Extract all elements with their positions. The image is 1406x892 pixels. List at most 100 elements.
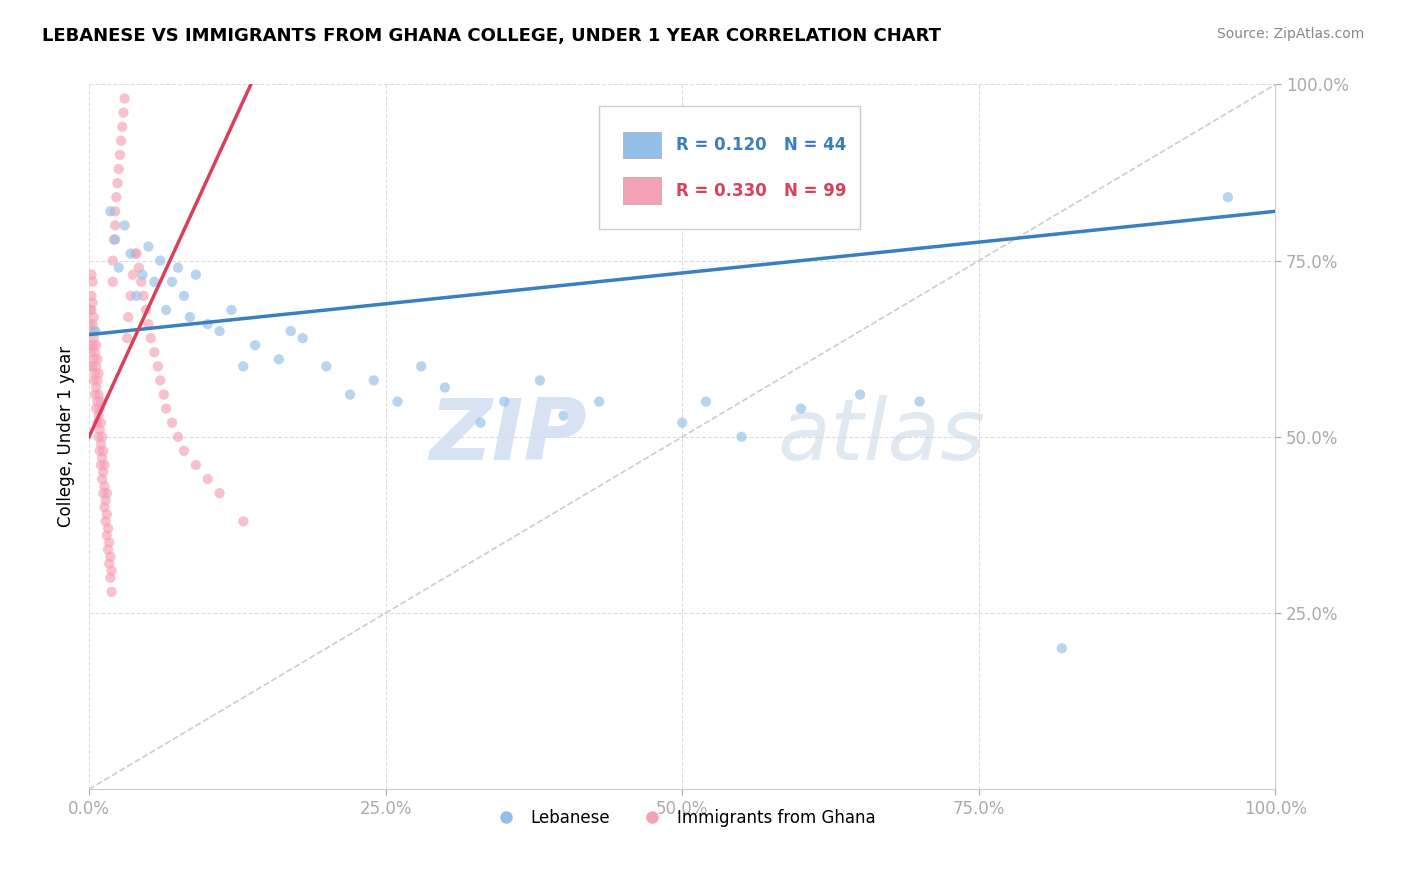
Point bbox=[232, 515, 254, 529]
Point bbox=[387, 394, 409, 409]
Point bbox=[243, 338, 266, 352]
Point bbox=[104, 232, 127, 246]
Point bbox=[86, 352, 108, 367]
Point bbox=[84, 338, 107, 352]
Point bbox=[125, 246, 148, 260]
Point bbox=[82, 275, 104, 289]
Point bbox=[179, 310, 201, 324]
Point bbox=[94, 493, 117, 508]
Y-axis label: College, Under 1 year: College, Under 1 year bbox=[58, 346, 75, 527]
Point bbox=[111, 120, 134, 134]
Point bbox=[149, 253, 172, 268]
Point bbox=[94, 515, 117, 529]
Point bbox=[91, 430, 114, 444]
Point bbox=[86, 374, 108, 388]
Point bbox=[104, 204, 127, 219]
Point bbox=[90, 416, 112, 430]
Point bbox=[101, 275, 124, 289]
Point bbox=[790, 401, 813, 416]
Point bbox=[208, 486, 231, 500]
Point bbox=[98, 535, 121, 549]
Point bbox=[79, 302, 101, 317]
Point bbox=[80, 324, 103, 338]
Point bbox=[86, 394, 108, 409]
Point bbox=[100, 549, 122, 564]
Text: Source: ZipAtlas.com: Source: ZipAtlas.com bbox=[1216, 27, 1364, 41]
Point bbox=[153, 387, 176, 401]
Point bbox=[173, 289, 195, 303]
Point bbox=[83, 352, 105, 367]
Point bbox=[83, 374, 105, 388]
Point bbox=[108, 148, 131, 162]
Point bbox=[87, 367, 110, 381]
Point bbox=[315, 359, 337, 374]
Point bbox=[105, 190, 128, 204]
Point bbox=[128, 260, 150, 275]
Point bbox=[110, 134, 132, 148]
Point bbox=[107, 260, 129, 275]
Point bbox=[339, 387, 361, 401]
Point bbox=[84, 401, 107, 416]
Point bbox=[184, 268, 207, 282]
Point bbox=[90, 458, 112, 472]
Point bbox=[529, 374, 551, 388]
Point bbox=[87, 387, 110, 401]
Point bbox=[91, 472, 114, 486]
Text: ZIP: ZIP bbox=[430, 395, 588, 478]
Point bbox=[433, 380, 456, 394]
Bar bbox=[623, 178, 661, 204]
Point bbox=[173, 444, 195, 458]
Point bbox=[86, 416, 108, 430]
Point bbox=[79, 359, 101, 374]
Point bbox=[125, 289, 148, 303]
Point bbox=[89, 401, 111, 416]
Point bbox=[167, 260, 190, 275]
Point bbox=[139, 331, 162, 345]
Point bbox=[83, 331, 105, 345]
Point bbox=[84, 387, 107, 401]
Point bbox=[84, 359, 107, 374]
Point bbox=[132, 289, 155, 303]
Point bbox=[97, 542, 120, 557]
Point bbox=[91, 465, 114, 479]
Point bbox=[135, 302, 157, 317]
Text: R = 0.330   N = 99: R = 0.330 N = 99 bbox=[676, 182, 846, 200]
Point bbox=[98, 557, 121, 571]
Point bbox=[143, 345, 166, 359]
Point bbox=[101, 253, 124, 268]
Point bbox=[849, 387, 872, 401]
Point bbox=[112, 105, 135, 120]
Point bbox=[89, 444, 111, 458]
Point bbox=[184, 458, 207, 472]
Point bbox=[90, 394, 112, 409]
Point bbox=[363, 374, 385, 388]
Point bbox=[100, 564, 122, 578]
Point bbox=[80, 302, 103, 317]
Point bbox=[100, 204, 122, 219]
Point bbox=[104, 219, 127, 233]
Point bbox=[120, 246, 142, 260]
Point bbox=[129, 275, 152, 289]
Point bbox=[291, 331, 314, 345]
Point bbox=[143, 275, 166, 289]
Point bbox=[82, 359, 104, 374]
Point bbox=[93, 479, 115, 493]
Point bbox=[124, 246, 146, 260]
Point bbox=[84, 324, 107, 338]
Point bbox=[91, 486, 114, 500]
Point bbox=[730, 430, 752, 444]
Point bbox=[96, 508, 118, 522]
Legend: Lebanese, Immigrants from Ghana: Lebanese, Immigrants from Ghana bbox=[482, 803, 882, 834]
Point bbox=[138, 317, 160, 331]
Point bbox=[588, 394, 610, 409]
Point bbox=[160, 416, 183, 430]
Point bbox=[114, 219, 136, 233]
Point bbox=[82, 338, 104, 352]
Point bbox=[91, 444, 114, 458]
Point bbox=[553, 409, 575, 423]
Point bbox=[1216, 190, 1239, 204]
Point bbox=[84, 345, 107, 359]
Point bbox=[79, 317, 101, 331]
Point bbox=[84, 380, 107, 394]
Point bbox=[411, 359, 433, 374]
